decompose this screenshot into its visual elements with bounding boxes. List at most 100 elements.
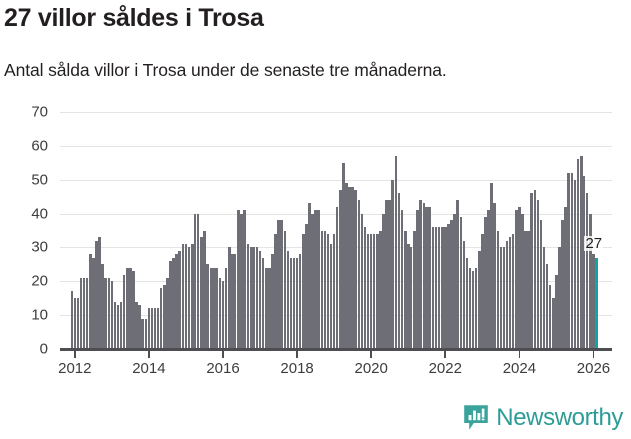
- bar: [196, 213, 200, 349]
- bar: [184, 244, 188, 349]
- x-axis-baseline: [60, 348, 612, 351]
- bar: [508, 237, 512, 349]
- bar: [558, 247, 561, 349]
- bar: [206, 264, 209, 349]
- bar: [582, 176, 586, 349]
- bar: [487, 210, 490, 349]
- bar: [79, 277, 83, 349]
- x-axis-tick-label: 2018: [280, 360, 314, 377]
- bar: [150, 308, 154, 349]
- bar: [369, 233, 373, 349]
- bar: [317, 210, 320, 349]
- bar: [570, 172, 574, 349]
- bar: [527, 230, 530, 349]
- bar: [471, 271, 475, 349]
- bar: [172, 257, 175, 349]
- page-title: 27 villor såldes i Trosa: [4, 4, 264, 32]
- bar: [335, 206, 339, 349]
- bar: [450, 220, 453, 349]
- x-axis-tick-label: 2012: [58, 360, 92, 377]
- bar: [542, 247, 546, 349]
- bar: [465, 257, 469, 349]
- bar: [345, 183, 348, 349]
- newsworthy-logo: Newsworthy: [463, 404, 623, 431]
- bar: [233, 254, 237, 349]
- bar: [518, 206, 521, 349]
- bar: [567, 172, 570, 349]
- bar: [437, 227, 441, 349]
- bar: [354, 189, 357, 349]
- bar: [141, 318, 144, 349]
- bar: [481, 233, 484, 349]
- x-axis-tick: [148, 350, 150, 358]
- bar: [453, 213, 456, 349]
- bar: [320, 230, 324, 349]
- bar: [484, 216, 487, 349]
- x-axis-tick-label: 2020: [354, 360, 388, 377]
- bar: [274, 233, 277, 349]
- bar: [147, 308, 151, 349]
- bar: [573, 179, 577, 349]
- bar: [478, 250, 481, 349]
- x-axis-tick-label: 2016: [206, 360, 240, 377]
- bar: [159, 288, 163, 349]
- bar: [462, 240, 466, 349]
- bar: [416, 210, 419, 349]
- bar: [585, 193, 589, 349]
- bar: [203, 230, 206, 349]
- bar: [441, 227, 444, 349]
- y-axis-tick-label: 0: [39, 340, 48, 358]
- chart-subtitle: Antal sålda villor i Trosa under de sena…: [4, 60, 447, 80]
- bar: [107, 277, 111, 349]
- x-axis-tick: [222, 350, 224, 358]
- bar: [156, 308, 160, 349]
- bar: [348, 186, 351, 349]
- bar: [70, 291, 74, 349]
- bar: [409, 247, 413, 349]
- bar: [564, 206, 567, 349]
- bar: [298, 254, 302, 349]
- bar: [552, 298, 555, 349]
- bar: [555, 274, 558, 349]
- bar: [388, 200, 391, 349]
- bar: [181, 244, 185, 349]
- bar: [82, 277, 86, 349]
- bar: [163, 284, 166, 349]
- bar: [515, 210, 518, 349]
- bar: [289, 257, 293, 349]
- bar: [404, 230, 407, 349]
- bar: [308, 203, 311, 349]
- bar: [379, 230, 382, 349]
- bar: [502, 247, 506, 349]
- bar: [271, 254, 274, 349]
- bar: [132, 271, 135, 349]
- bar: [490, 183, 493, 349]
- bar: [92, 257, 95, 349]
- y-axis-tick-label: 40: [31, 205, 48, 223]
- bar: [280, 220, 283, 349]
- bar: [116, 305, 120, 349]
- bar: [73, 298, 77, 349]
- bar: [166, 277, 169, 349]
- bar: [444, 227, 447, 349]
- bar: [277, 220, 280, 349]
- gridline: [60, 179, 612, 181]
- x-axis-tick-label: 2026: [576, 360, 611, 377]
- bar: [268, 267, 271, 349]
- bar: [446, 223, 450, 349]
- bar: [178, 250, 181, 349]
- bar: [493, 203, 496, 349]
- bar: [422, 203, 426, 349]
- y-axis-tick-label: 60: [31, 137, 48, 155]
- bar: [385, 200, 389, 349]
- bar: [129, 267, 132, 349]
- gridline: [60, 145, 612, 147]
- bar: [431, 227, 435, 349]
- bar-series: [70, 156, 599, 349]
- bar: [98, 237, 101, 349]
- bar: [237, 210, 240, 349]
- bar: [249, 247, 253, 349]
- bar: [372, 233, 376, 349]
- bar: [413, 230, 416, 349]
